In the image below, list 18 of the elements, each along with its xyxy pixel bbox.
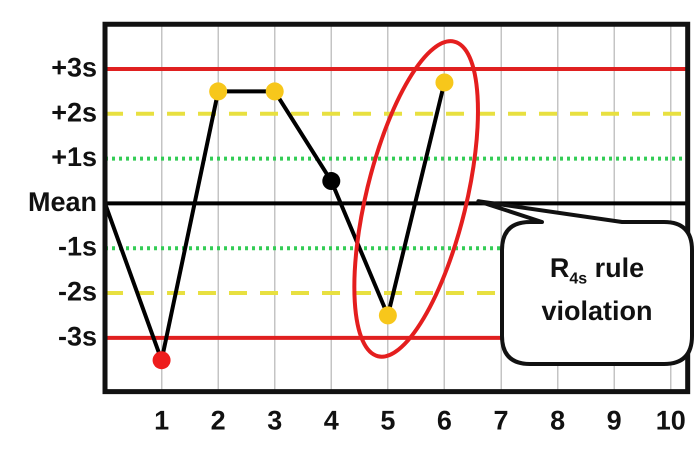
- y-tick-label: -1s: [58, 232, 98, 262]
- x-tick-label: 2: [210, 405, 226, 436]
- x-tick-label: 6: [436, 405, 452, 436]
- y-tick-label: -3s: [58, 321, 98, 352]
- x-tick-label: 4: [324, 405, 339, 436]
- annotation: R$_{4s}$ rule violation: [540, 252, 654, 328]
- x-tick-label: 1: [154, 405, 170, 436]
- x-tick-label: 10: [656, 405, 686, 436]
- x-tick-label: 5: [380, 405, 396, 436]
- y-tick-label: Mean: [28, 186, 98, 217]
- y-tick-label: -2s: [58, 276, 98, 306]
- y-tick-label: +1s: [51, 142, 98, 172]
- x-tick-label: 3: [267, 405, 282, 436]
- y-tick-label: +2s: [51, 97, 98, 128]
- x-tick-label: 7: [493, 405, 509, 436]
- y-tick-label: +3s: [51, 52, 98, 82]
- x-tick-label: 9: [606, 405, 622, 436]
- x-tick-label: 8: [550, 405, 566, 436]
